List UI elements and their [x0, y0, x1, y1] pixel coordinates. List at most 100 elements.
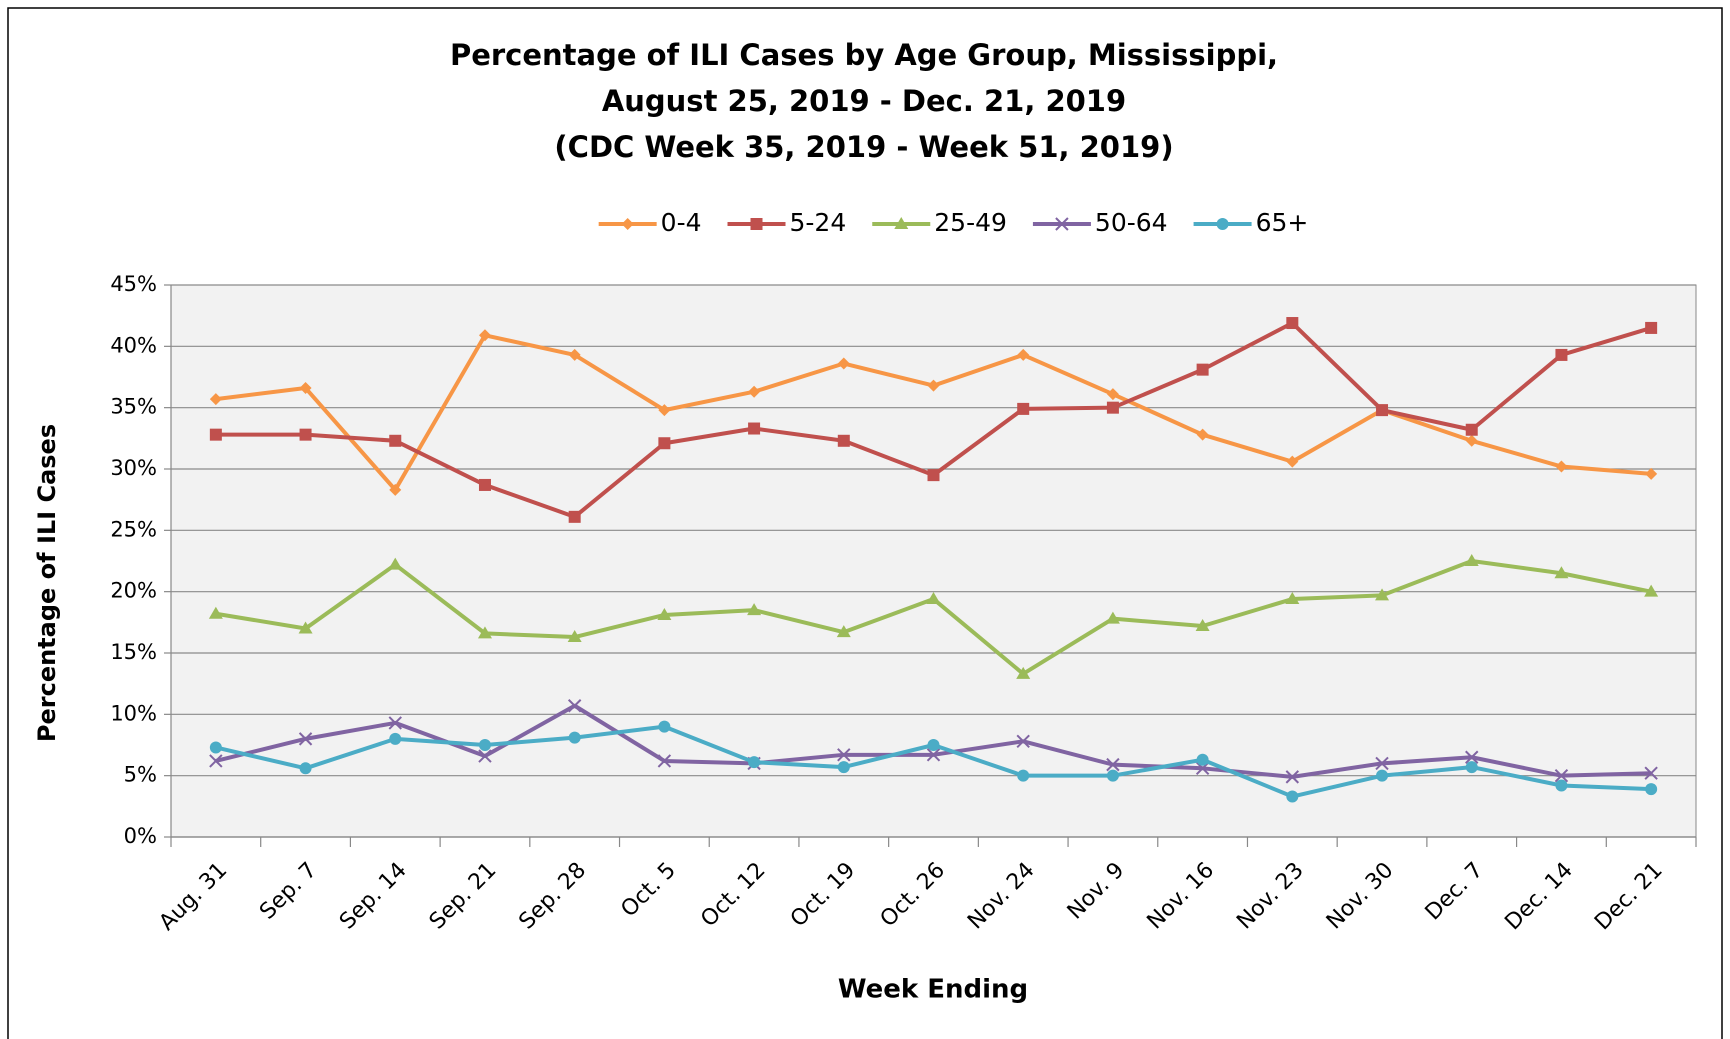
legend-label: 65+ — [1256, 208, 1309, 237]
marker — [1645, 321, 1658, 334]
marker — [1554, 768, 1569, 783]
marker — [926, 592, 941, 605]
marker — [209, 754, 223, 768]
marker — [568, 510, 581, 523]
y-tick-label: 40% — [110, 333, 157, 357]
marker — [477, 626, 492, 639]
marker — [837, 748, 851, 762]
y-tick-label: 5% — [124, 763, 157, 787]
chart-title: August 25, 2019 - Dec. 21, 2019 — [602, 84, 1126, 118]
marker — [658, 404, 671, 417]
marker — [1465, 761, 1478, 774]
marker — [1016, 734, 1030, 749]
marker — [748, 385, 761, 398]
y-tick-label: 10% — [110, 701, 157, 725]
marker — [837, 357, 850, 370]
marker — [894, 217, 909, 229]
marker — [1196, 363, 1209, 376]
marker — [1375, 756, 1389, 771]
marker — [927, 379, 940, 392]
marker — [748, 422, 761, 435]
marker — [658, 437, 671, 450]
marker — [478, 749, 492, 763]
marker — [1017, 348, 1030, 361]
y-tick-label: 15% — [110, 640, 157, 664]
marker — [209, 428, 222, 441]
marker — [299, 428, 312, 441]
marker — [1216, 218, 1229, 230]
marker — [1465, 750, 1479, 764]
marker — [567, 630, 582, 643]
marker — [1286, 790, 1299, 803]
marker — [927, 469, 940, 482]
marker — [1196, 753, 1209, 766]
marker — [748, 756, 761, 769]
marker — [1285, 592, 1300, 605]
marker — [1555, 460, 1568, 473]
marker — [658, 720, 671, 733]
marker — [1105, 611, 1120, 624]
marker — [388, 557, 403, 570]
marker — [1644, 584, 1659, 597]
marker — [1376, 404, 1389, 417]
marker — [1017, 402, 1030, 415]
marker — [657, 754, 672, 768]
marker — [1195, 761, 1210, 776]
marker — [1465, 423, 1478, 436]
chart-title: Percentage of ILI Cases by Age Group, Mi… — [450, 38, 1278, 72]
legend-label: 0-4 — [661, 208, 702, 237]
chart-title: (CDC Week 35, 2019 - Week 51, 2019) — [554, 130, 1173, 164]
marker — [567, 699, 582, 713]
marker — [478, 329, 491, 342]
marker — [1286, 455, 1299, 468]
marker — [299, 382, 312, 395]
marker — [1645, 467, 1658, 480]
marker — [1375, 588, 1390, 601]
marker — [208, 606, 223, 619]
marker — [568, 348, 581, 361]
marker — [1055, 217, 1069, 231]
legend-label: 50-64 — [1095, 208, 1168, 237]
marker — [1106, 388, 1119, 401]
y-tick-label: 45% — [110, 272, 157, 296]
marker — [1555, 348, 1568, 361]
marker — [926, 748, 941, 762]
marker — [657, 607, 672, 620]
y-tick-label: 20% — [110, 579, 157, 603]
y-axis-label: Percentage of ILI Cases — [33, 424, 61, 742]
marker — [1555, 779, 1568, 792]
marker — [837, 434, 850, 447]
legend: 0-4 5-24 25-49 50-64 65+ — [598, 208, 1309, 237]
marker — [1106, 757, 1120, 772]
marker — [750, 218, 763, 230]
marker — [209, 393, 222, 406]
marker — [1106, 769, 1119, 782]
marker — [478, 739, 491, 751]
marker — [747, 603, 762, 616]
marker — [1644, 766, 1658, 780]
marker — [1017, 769, 1030, 782]
marker — [1106, 401, 1119, 414]
marker — [209, 741, 222, 754]
marker — [1376, 769, 1389, 782]
y-tick-label: 25% — [110, 517, 157, 541]
marker — [478, 478, 491, 491]
marker — [1286, 317, 1299, 330]
marker — [1465, 434, 1478, 447]
marker — [298, 621, 313, 634]
marker — [389, 732, 402, 745]
marker — [1196, 428, 1209, 441]
marker — [298, 732, 313, 746]
marker — [621, 218, 634, 230]
marker — [1645, 783, 1658, 796]
marker — [299, 762, 312, 775]
x-axis-label: Week Ending — [838, 975, 1028, 1005]
legend-label: 25-49 — [934, 208, 1007, 237]
marker — [388, 716, 402, 730]
y-tick-label: 0% — [124, 824, 157, 848]
marker — [389, 483, 402, 496]
marker — [1195, 619, 1210, 632]
marker — [1016, 666, 1031, 679]
y-tick-label: 30% — [110, 456, 157, 480]
